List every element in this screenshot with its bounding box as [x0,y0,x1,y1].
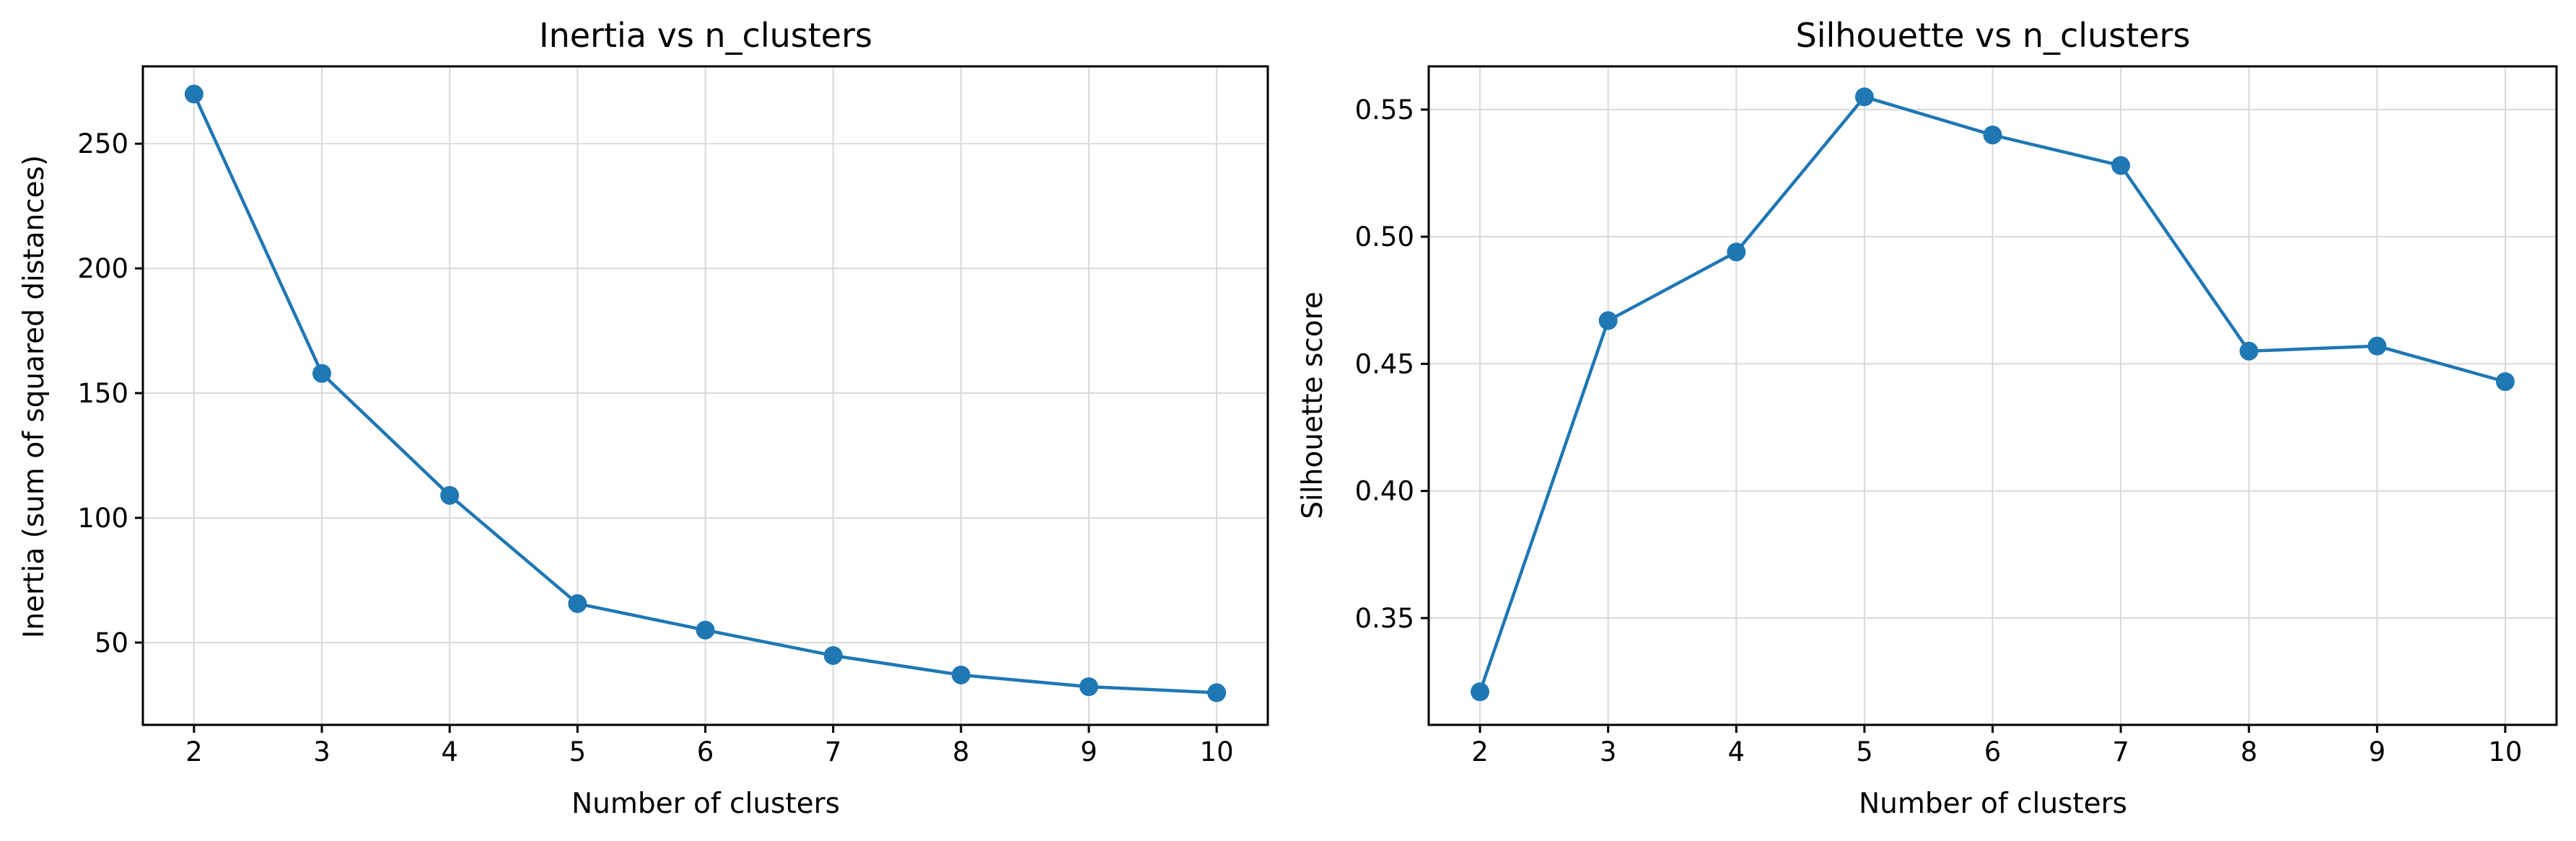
x-tick-label: 4 [1727,736,1745,767]
x-tick-label: 7 [825,736,842,767]
y-tick-label: 150 [77,378,128,409]
y-tick-label: 0.40 [1355,476,1414,507]
x-tick-label: 3 [313,736,330,767]
data-point [2367,336,2387,356]
y-tick-label: 50 [95,628,128,659]
x-tick-label: 4 [441,736,458,767]
grid [143,66,1268,725]
x-tick-label: 6 [697,736,714,767]
data-point [1471,682,1490,702]
y-tick-label: 250 [77,128,128,159]
x-tick-label: 5 [1856,736,1873,767]
silhouette-panel: Silhouette vs n_clusters Number of clust… [1297,16,2558,820]
grid [1429,66,2557,725]
chart-title: Inertia vs n_clusters [539,16,872,55]
y-tick-label: 100 [77,503,128,534]
x-tick-label: 3 [1600,736,1617,767]
y-axis-label: Inertia (sum of squared distances) [18,155,51,638]
x-tick-label: 5 [569,736,587,767]
x-axis-label: Number of clusters [1859,788,2127,820]
data-point [1983,126,2002,145]
data-point [312,364,332,383]
data-point [184,84,203,104]
x-axis-label: Number of clusters [571,788,840,820]
x-tick-label: 9 [1080,736,1098,767]
inertia-panel: Inertia vs n_clusters Number of clusters… [18,16,1269,820]
data-point [1727,242,1746,262]
data-point [440,485,460,505]
data-point [1079,677,1098,697]
data-point [1207,683,1227,703]
data-point [1854,87,1874,107]
y-tick-label: 200 [77,253,128,284]
plot-frame [1427,65,2558,726]
data-point [696,620,715,640]
y-tick-label: 0.45 [1355,348,1414,379]
x-tick-label: 10 [2488,736,2522,767]
x-tick-label: 9 [2369,736,2386,767]
data-point [951,665,971,684]
x-tick-label: 10 [1200,736,1234,767]
data-point [568,594,587,613]
y-tick-label: 0.50 [1355,221,1414,252]
x-tick-label: 6 [1984,736,2002,767]
data-point [1598,311,1618,330]
data-point [2239,341,2259,361]
x-tick-label: 8 [952,736,970,767]
x-tick-label: 7 [2112,736,2129,767]
data-point [2111,156,2131,175]
plot-frame [141,65,1269,726]
y-axis-label: Silhouette score [1297,291,1329,519]
x-tick-label: 2 [1471,736,1489,767]
x-tick-label: 2 [185,736,203,767]
y-tick-label: 0.55 [1355,94,1414,126]
y-tick-label: 0.35 [1355,603,1414,634]
data-point [2495,372,2515,392]
x-tick-label: 8 [2240,736,2258,767]
chart-title: Silhouette vs n_clusters [1796,16,2191,55]
data-point [823,646,843,665]
